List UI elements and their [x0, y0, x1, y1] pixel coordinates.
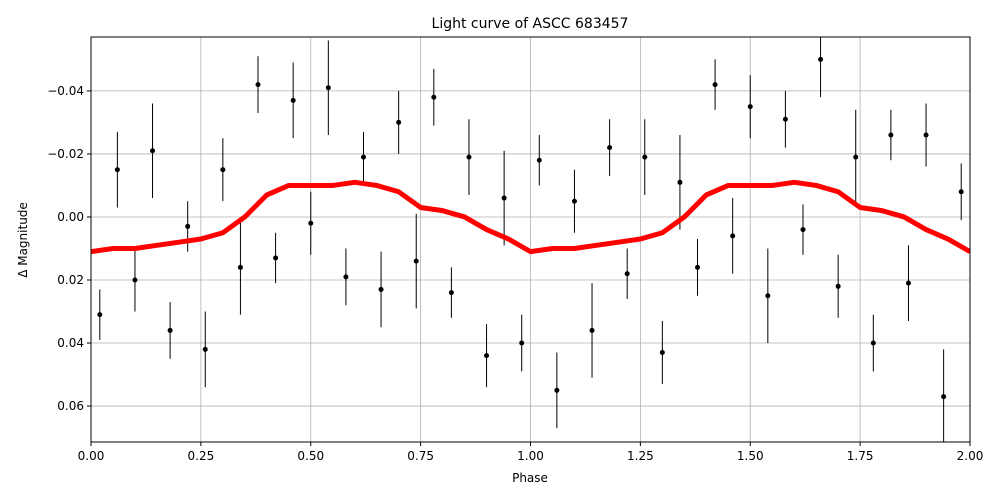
data-point — [431, 94, 437, 100]
data-point — [923, 132, 929, 138]
data-point — [905, 280, 911, 286]
y-tick-label: −0.04 — [47, 84, 84, 98]
x-tick-label: 0.75 — [407, 449, 434, 463]
data-point — [624, 271, 630, 277]
data-point — [695, 264, 701, 270]
x-tick-label: 0.50 — [297, 449, 324, 463]
data-point — [712, 82, 718, 88]
x-tick-label: 1.25 — [627, 449, 654, 463]
data-point — [677, 179, 683, 185]
y-tick-label: 0.06 — [57, 399, 84, 413]
data-point — [941, 394, 947, 400]
data-point — [853, 154, 859, 160]
data-point — [114, 167, 120, 173]
x-tick-label: 1.75 — [847, 449, 874, 463]
data-point — [237, 264, 243, 270]
data-point — [536, 157, 542, 163]
data-point — [290, 97, 296, 103]
y-tick-label: −0.02 — [47, 147, 84, 161]
data-point — [308, 220, 314, 226]
data-point — [730, 233, 736, 239]
data-point — [782, 116, 788, 122]
data-point — [396, 119, 402, 125]
data-point — [835, 283, 841, 289]
data-point — [413, 258, 419, 264]
data-point — [765, 293, 771, 299]
data-point — [132, 277, 138, 283]
data-point — [554, 387, 560, 393]
x-tick-label: 2.00 — [957, 449, 984, 463]
y-tick-label: 0.04 — [57, 336, 84, 350]
data-point — [519, 340, 525, 346]
data-point — [150, 148, 156, 154]
data-point — [167, 327, 173, 333]
data-point — [642, 154, 648, 160]
data-point — [659, 349, 665, 355]
data-point — [325, 85, 331, 91]
data-point — [97, 312, 103, 318]
y-tick-label: 0.02 — [57, 273, 84, 287]
data-point — [607, 145, 613, 151]
data-point — [800, 227, 806, 233]
data-point — [571, 198, 577, 204]
data-point — [958, 189, 964, 195]
x-axis-label: Phase — [512, 471, 548, 485]
plot-area — [91, 37, 970, 442]
x-tick-label: 0.00 — [78, 449, 105, 463]
data-point — [378, 286, 384, 292]
plot-frame — [90, 36, 971, 443]
binned-curve — [91, 179, 970, 255]
x-tick-label: 1.00 — [517, 449, 544, 463]
y-tick-label: 0.00 — [57, 210, 84, 224]
grid — [90, 37, 971, 442]
data-point — [501, 195, 507, 201]
y-axis-label: Δ Magnitude — [16, 202, 30, 278]
data-point — [589, 327, 595, 333]
data-point — [360, 154, 366, 160]
data-point — [185, 223, 191, 229]
data-point — [448, 290, 454, 296]
data-point — [466, 154, 472, 160]
data-point — [202, 346, 208, 352]
data-point — [220, 167, 226, 173]
data-point — [273, 255, 279, 261]
data-point — [343, 274, 349, 280]
data-point — [818, 56, 824, 62]
chart-title: Light curve of ASCC 683457 — [432, 16, 629, 32]
data-point — [747, 104, 753, 110]
data-point — [484, 353, 490, 359]
x-tick-label: 0.25 — [188, 449, 215, 463]
data-point — [888, 132, 894, 138]
data-point — [255, 82, 261, 88]
data-point — [870, 340, 876, 346]
x-tick-label: 1.50 — [737, 449, 764, 463]
